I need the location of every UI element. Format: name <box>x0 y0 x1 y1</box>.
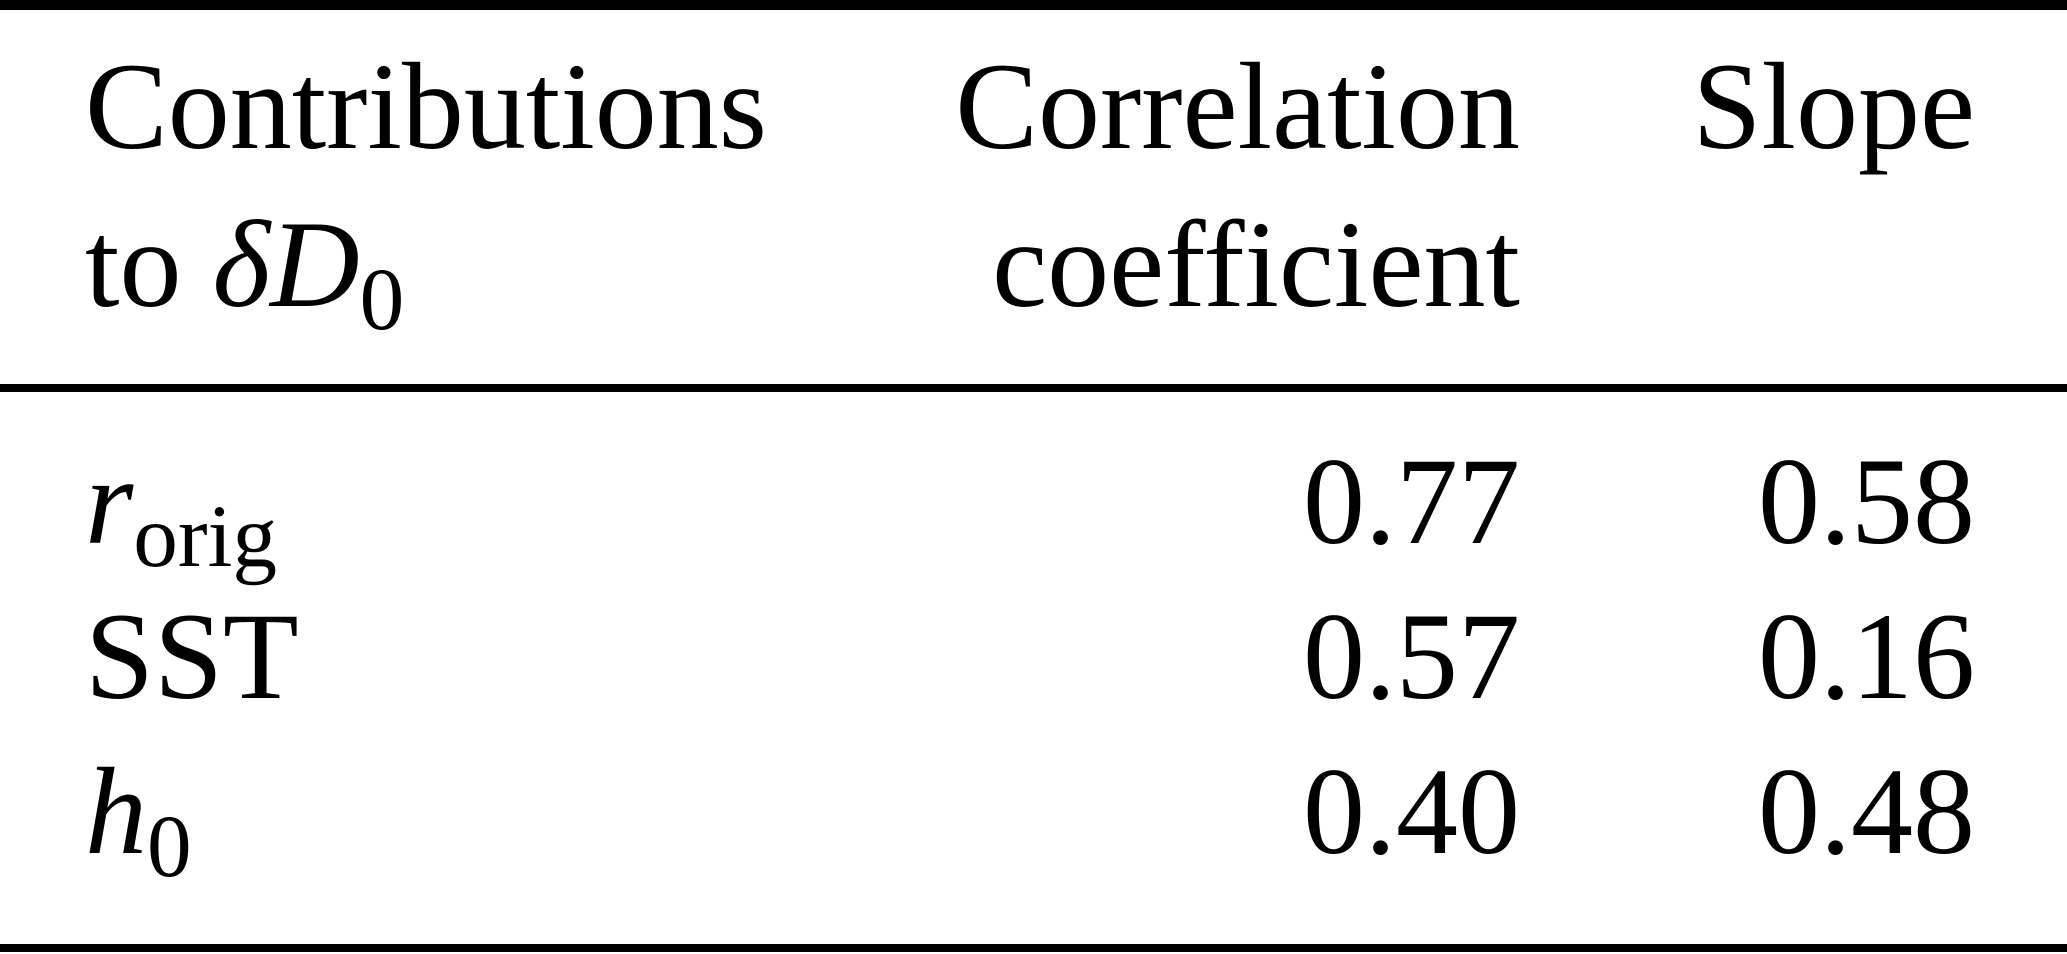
header-delta-d-subscript: 0 <box>359 250 405 350</box>
header-correlation-line1: Correlation <box>955 38 1520 175</box>
row-label-symbol: h <box>85 743 147 880</box>
table-row-h0: h0 0.40 0.48 <box>0 734 2067 891</box>
row-label: rorig <box>85 424 1303 581</box>
header-cell-contributions: Contributions to δD0 <box>85 28 955 344</box>
correlation-value: 0.40 <box>1303 743 1520 880</box>
slope-value: 0.48 <box>1758 743 1975 880</box>
correlation-value: 0.57 <box>1303 588 1520 725</box>
slope-value: 0.58 <box>1758 433 1975 570</box>
top-rule <box>0 0 2067 10</box>
header-contributions-line1: Contributions <box>85 38 768 175</box>
header-slope-label: Slope <box>1692 38 1975 175</box>
table-row-sst: SST 0.57 0.16 <box>0 579 2067 734</box>
header-separator-rule <box>0 384 2067 392</box>
row-label: h0 <box>85 734 1303 891</box>
header-delta-d-symbol: δD <box>212 196 360 333</box>
correlation-value: 0.77 <box>1303 433 1520 570</box>
header-contributions-line2-prefix: to <box>85 196 213 333</box>
header-correlation-line2: coefficient <box>992 196 1520 333</box>
table-row-r-orig: rorig 0.77 0.58 <box>0 424 2067 581</box>
row-label-subscript: 0 <box>147 797 192 897</box>
table-header-row: Contributions to δD0 Correlation coeffic… <box>0 10 2067 344</box>
row-label: SST <box>85 579 1303 734</box>
header-cell-correlation-coefficient: Correlation coefficient <box>955 28 1520 344</box>
row-label-symbol: r <box>85 433 134 570</box>
slope-value: 0.16 <box>1758 588 1975 725</box>
row-label-symbol: SST <box>85 588 299 725</box>
header-cell-slope: Slope <box>1520 28 1975 344</box>
table-body: rorig 0.77 0.58 SST 0.57 0.16 h0 0.40 0.… <box>0 392 2067 891</box>
bottom-rule <box>0 944 2067 952</box>
row-label-subscript: orig <box>133 487 278 587</box>
